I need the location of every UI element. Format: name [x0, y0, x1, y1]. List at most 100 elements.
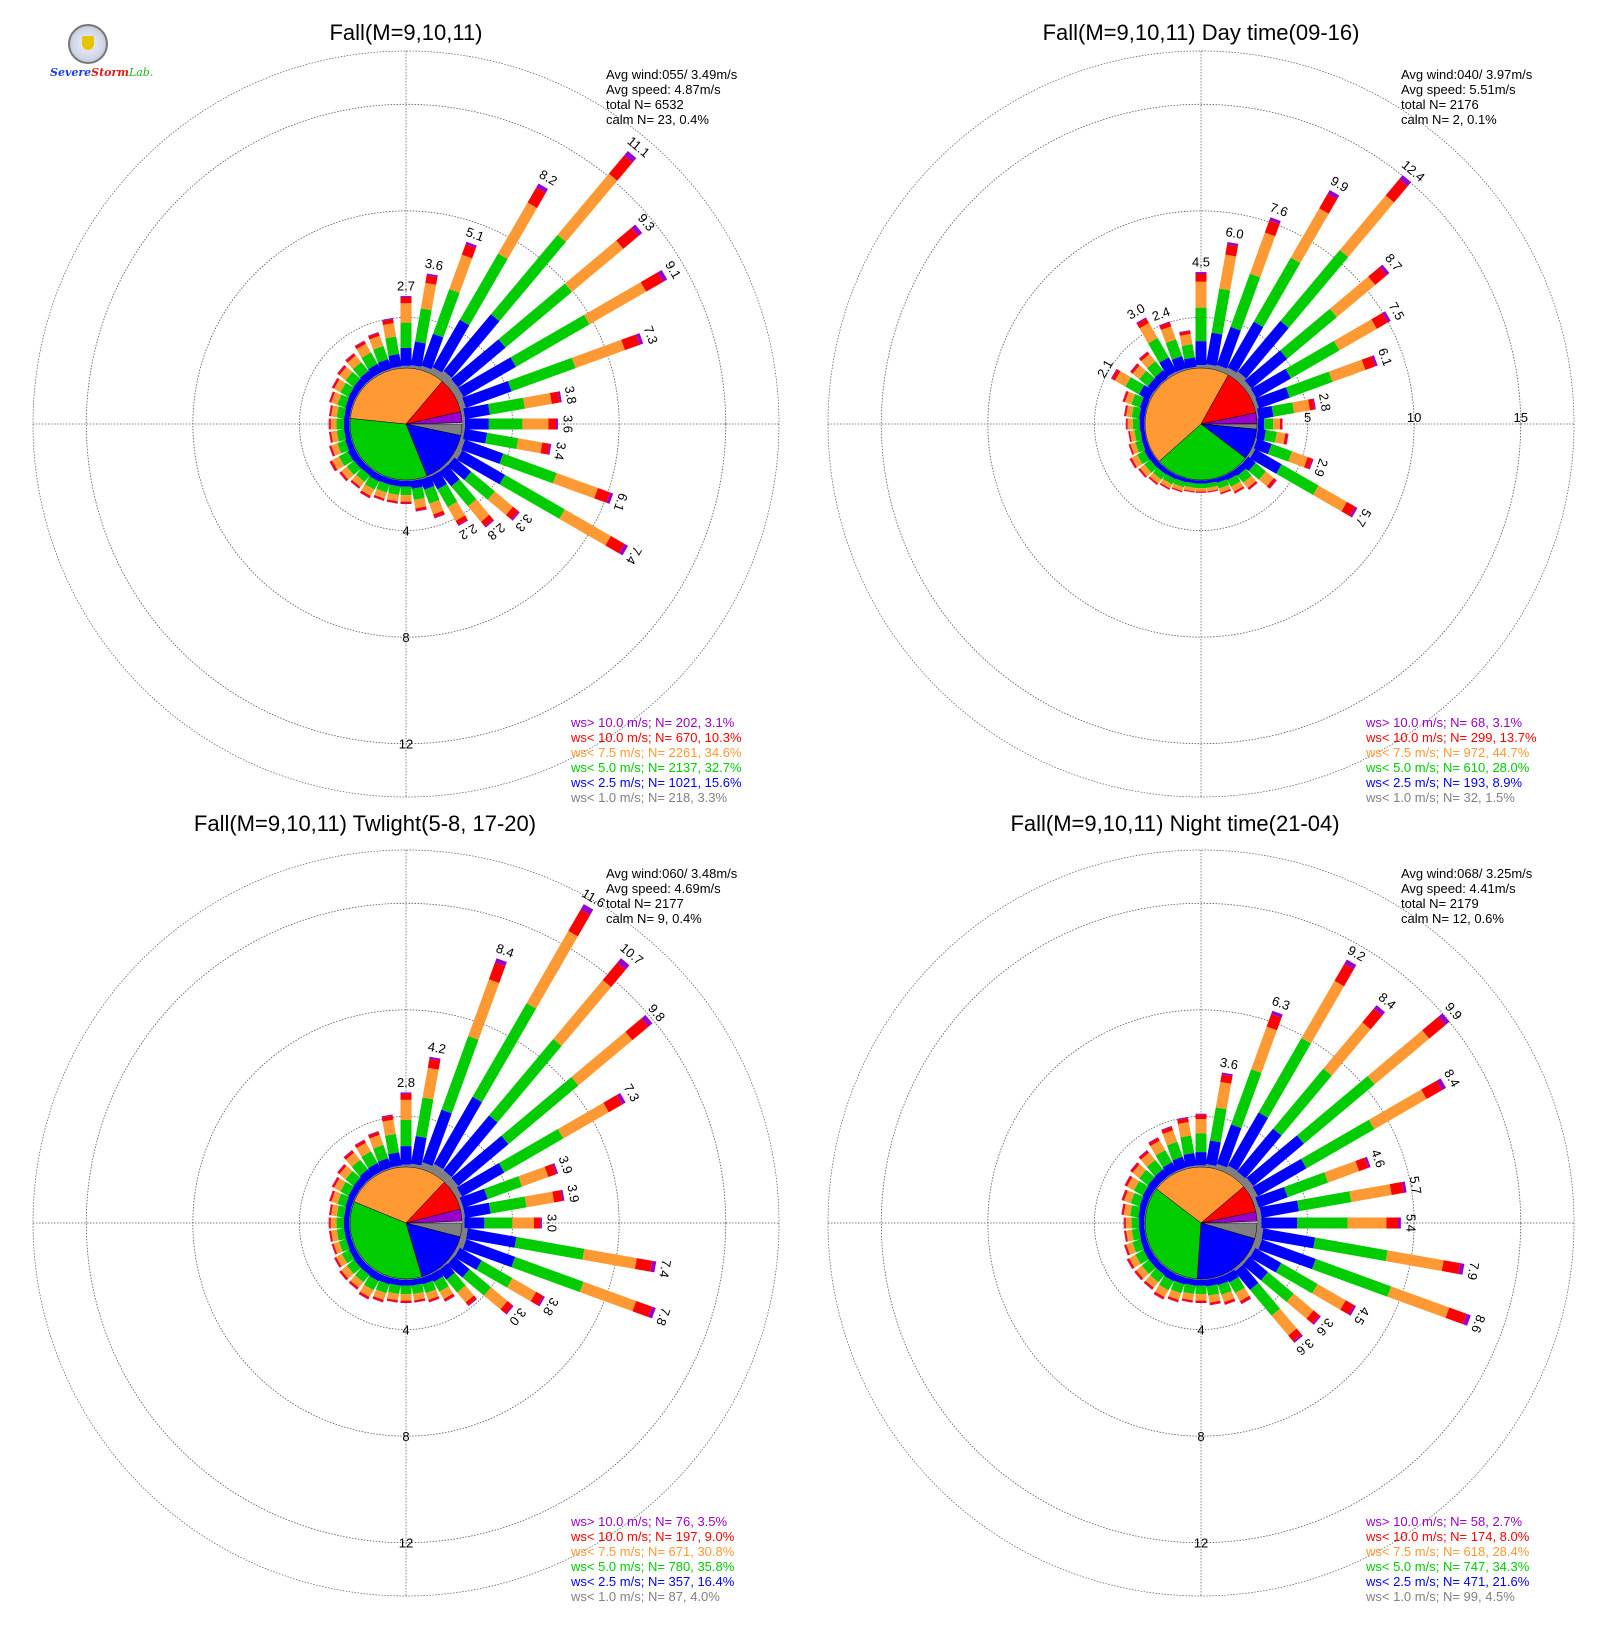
pie-slice — [1200, 1211, 1258, 1224]
bar-segment — [353, 1255, 367, 1269]
bar-segment — [360, 370, 374, 384]
ring-label: 12 — [399, 737, 413, 752]
bar-total-label: 7.6 — [1268, 200, 1290, 220]
bar-segment — [465, 1295, 477, 1306]
bar-segment — [1458, 1263, 1465, 1275]
bar-segment — [568, 909, 591, 937]
bar-segment — [447, 457, 472, 481]
bar-segment — [1129, 430, 1137, 442]
bar-segment — [388, 1152, 402, 1168]
bar-segment — [1385, 179, 1408, 203]
bar-110deg — [456, 437, 614, 504]
bar-segment — [1382, 311, 1391, 323]
bar-segment — [345, 353, 356, 363]
ring-label: 4 — [1197, 1323, 1204, 1338]
bar-segment — [1368, 1089, 1427, 1130]
stats-line: Avg speed: 5.51m/s — [1401, 82, 1516, 97]
bar-segment — [1246, 388, 1257, 401]
bar-30deg — [429, 183, 548, 379]
bar-segment — [1124, 391, 1136, 405]
bar-segment — [443, 1293, 455, 1302]
bar-segment — [1312, 1258, 1392, 1297]
bar-segment — [432, 289, 460, 338]
bar-segment — [1312, 1284, 1346, 1310]
bar-segment — [429, 499, 444, 515]
bar-segment — [1246, 1186, 1259, 1200]
bar-segment — [605, 535, 625, 554]
bar-segment — [339, 471, 349, 481]
bar-segment — [1304, 457, 1313, 470]
bar-segment — [422, 1280, 437, 1294]
bar-segment — [422, 1109, 452, 1166]
bar-segment — [1224, 367, 1237, 379]
bar-segment — [540, 442, 550, 455]
bar-segment — [544, 1163, 557, 1178]
bar-segment — [333, 1241, 343, 1254]
bar-20deg — [1214, 1010, 1283, 1173]
bar-segment — [608, 155, 633, 181]
bar-50deg — [1240, 1013, 1450, 1192]
ring-12 — [880, 902, 1522, 1544]
bar-segment — [1349, 506, 1358, 518]
bar-segment — [487, 491, 514, 516]
legend-entry: ws< 1.0 m/s; N= 218, 3.3% — [570, 790, 728, 805]
stats-line: total N= 2177 — [606, 896, 684, 911]
bar-segment — [329, 391, 335, 403]
bar-segment — [1124, 1244, 1130, 1256]
bar-segment — [345, 397, 355, 410]
bar-segment — [369, 335, 384, 350]
bar-segment — [1258, 471, 1274, 487]
bar-segment — [462, 428, 488, 444]
bar-segment — [1251, 437, 1258, 449]
bar-segment — [1144, 459, 1158, 473]
bar-segment — [1233, 463, 1246, 476]
bar-segment — [388, 484, 401, 495]
bar-segment — [1139, 464, 1152, 477]
bar-segment — [1327, 190, 1340, 200]
bar-segment — [648, 1306, 656, 1319]
stats-line: calm N= 9, 0.4% — [606, 911, 702, 926]
speed-class-pie — [349, 367, 463, 481]
bar-segment — [1296, 1075, 1375, 1144]
bar-120deg — [451, 1246, 545, 1307]
bar-segment — [1132, 365, 1147, 380]
bar-segment — [449, 254, 473, 293]
bar-segment — [1205, 364, 1217, 370]
pie-slice — [1144, 367, 1229, 462]
bar-segment — [1153, 1291, 1165, 1300]
legend-entry: ws< 5.0 m/s; N= 780, 35.8% — [570, 1559, 735, 1574]
bar-segment — [571, 1031, 633, 1086]
bar-segment — [1290, 208, 1329, 264]
bar-segment — [388, 1283, 401, 1294]
bar-110deg — [1251, 437, 1314, 470]
ring-12 — [85, 902, 727, 1544]
bar-segment — [1255, 1227, 1264, 1240]
bar-segment — [1269, 217, 1281, 225]
bar-230deg — [339, 455, 367, 482]
ring-8 — [192, 1009, 620, 1437]
bar-segment — [1157, 463, 1169, 475]
bar-segment — [1140, 1237, 1150, 1250]
bar-segment — [421, 333, 444, 370]
bar-segment — [1114, 371, 1131, 387]
legend-entry: ws< 1.0 m/s; N= 87, 4.0% — [570, 1589, 720, 1604]
bar-segment — [1155, 1284, 1169, 1298]
bar-segment — [1364, 1156, 1371, 1168]
bar-segment — [1280, 250, 1349, 328]
bar-40deg — [437, 151, 637, 385]
bar-segment — [1258, 1239, 1316, 1270]
bar-segment — [1234, 1264, 1259, 1291]
bar-segment — [1162, 1162, 1178, 1177]
bar-250deg — [1123, 1236, 1151, 1256]
bar-segment — [631, 224, 643, 237]
bar-segment — [1141, 354, 1156, 369]
bar-segment — [1243, 475, 1257, 489]
bar-segment — [462, 1269, 492, 1296]
bar-segment — [1275, 1263, 1318, 1294]
bar-segment — [413, 498, 427, 509]
bar-segment — [329, 445, 335, 457]
bar-segment — [1131, 454, 1143, 468]
bar-100deg — [460, 428, 552, 455]
bar-segment — [1217, 1281, 1232, 1295]
